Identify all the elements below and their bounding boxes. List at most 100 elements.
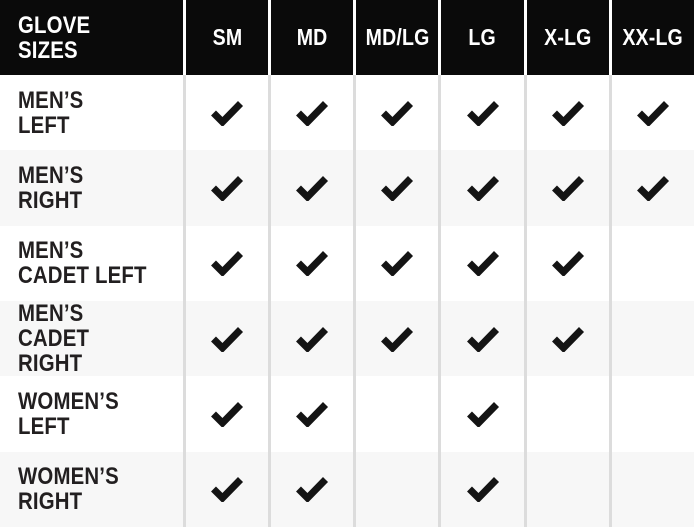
check-cell [268,451,354,527]
check-cell [353,150,439,226]
check-cell [353,451,439,527]
check-cell [438,376,524,452]
check-icon [211,176,244,201]
check-cell [268,75,354,151]
column-header-sm-label: SM [212,24,242,50]
check-icon [636,176,669,201]
check-cell [268,225,354,301]
check-cell [438,150,524,226]
column-header-md-lg: MD/LG [353,0,439,75]
row-label-line-2: CADET LEFT [18,262,147,290]
check-cell [183,376,269,452]
column-header-sm: SM [183,0,269,75]
check-icon [296,100,329,126]
check-icon [211,251,244,277]
row-label-cell: MEN’S RIGHT [0,150,183,226]
check-cell [268,150,354,226]
check-cell [608,376,694,452]
row-label-line-2: CADET RIGHT [18,325,90,377]
check-cell [183,225,269,301]
chart-title: GLOVE SIZES [18,13,90,63]
check-cell [523,376,609,452]
table-row-mens-cadet-right: MEN’S CADET RIGHT [0,300,694,377]
table-row-mens-left: MEN’S LEFT [0,75,694,151]
check-cell [183,451,269,527]
check-cell [438,300,524,377]
check-icon [551,176,584,201]
check-icon [381,326,414,352]
check-icon [296,176,329,201]
row-label-line-2: LEFT [18,111,70,139]
row-label-cell: MEN’S CADET LEFT [0,225,183,301]
check-cell [608,451,694,527]
table-row-mens-right: MEN’S RIGHT [0,150,694,226]
check-cell [608,75,694,151]
check-icon [381,100,414,126]
check-icon [466,402,499,427]
row-label: MEN’S LEFT [18,88,83,138]
check-icon [551,100,584,126]
check-icon [551,251,584,277]
check-cell [268,300,354,377]
check-cell [523,150,609,226]
check-icon [466,176,499,201]
check-icon [466,251,499,277]
row-label-line-2: RIGHT [18,488,83,516]
check-icon [296,326,329,352]
check-cell [183,300,269,377]
check-cell [438,75,524,151]
row-label-cell: MEN’S LEFT [0,75,183,151]
check-cell [608,150,694,226]
row-label-cell: MEN’S CADET RIGHT [0,300,183,377]
row-label-line-1: MEN’S [18,161,84,189]
check-cell [353,376,439,452]
check-icon [636,100,669,126]
header-cell-glove-sizes: GLOVE SIZES [0,0,183,75]
row-label-line-2: LEFT [18,412,70,440]
column-header-lg-label: LG [468,24,497,50]
check-icon [211,326,244,352]
check-cell [523,451,609,527]
table-row-womens-left: WOMEN’S LEFT [0,376,694,452]
table-row-mens-cadet-left: MEN’S CADET LEFT [0,225,694,301]
check-icon [296,402,329,427]
check-cell [608,225,694,301]
row-label: WOMEN’S LEFT [18,389,119,439]
check-cell [438,225,524,301]
check-icon [466,477,499,503]
check-cell [523,225,609,301]
check-cell [523,300,609,377]
row-label-line-1: MEN’S [18,300,84,328]
check-cell [523,75,609,151]
header-row: GLOVE SIZES SM MD MD/LG LG X-LG XX-LG [0,0,694,75]
column-header-md-label: MD [296,24,328,50]
check-icon [211,100,244,126]
row-label: MEN’S RIGHT [18,163,83,213]
row-label: MEN’S CADET LEFT [18,238,147,288]
row-label-cell: WOMEN’S RIGHT [0,451,183,527]
check-icon [551,326,584,352]
row-label-line-1: MEN’S [18,237,84,265]
check-icon [381,176,414,201]
column-header-md-lg-label: MD/LG [365,24,430,50]
row-label: MEN’S CADET RIGHT [18,301,158,376]
check-icon [211,402,244,427]
check-cell [608,300,694,377]
row-label-line-2: RIGHT [18,186,83,214]
check-cell [268,376,354,452]
column-header-x-lg: X-LG [523,0,609,75]
check-cell [183,150,269,226]
check-icon [296,477,329,503]
column-header-xx-lg: XX-LG [608,0,694,75]
column-header-md: MD [268,0,354,75]
chart-title-line-2: SIZES [18,36,78,64]
row-label-cell: WOMEN’S LEFT [0,376,183,452]
row-label-line-1: MEN’S [18,86,84,114]
check-icon [211,477,244,503]
chart-title-line-1: GLOVE [18,11,91,39]
column-header-lg: LG [438,0,524,75]
table-row-womens-right: WOMEN’S RIGHT [0,451,694,527]
check-icon [296,251,329,277]
check-cell [438,451,524,527]
